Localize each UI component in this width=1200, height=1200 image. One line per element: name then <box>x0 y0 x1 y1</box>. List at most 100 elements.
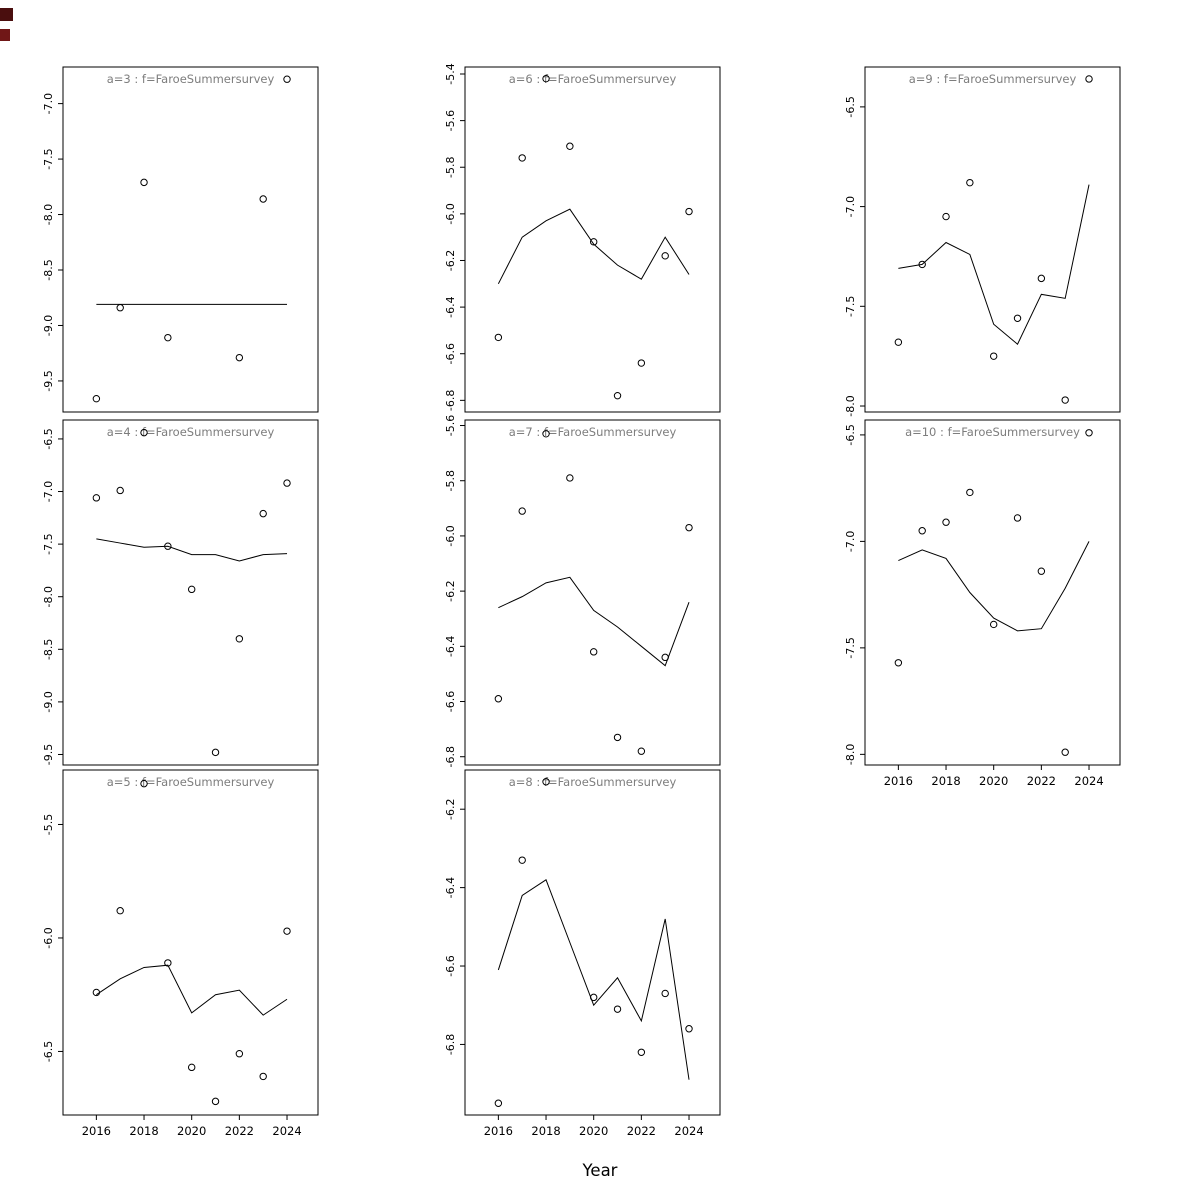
data-point <box>518 856 526 864</box>
data-point <box>164 542 172 550</box>
x-tick-label: 2020 <box>177 1124 206 1138</box>
data-point <box>211 1097 220 1106</box>
data-point <box>661 252 669 260</box>
data-point <box>92 394 101 403</box>
y-tick-label: -6.5 <box>42 1041 55 1062</box>
x-tick-label: 2022 <box>1027 774 1056 788</box>
y-tick-label: -5.6 <box>444 415 457 436</box>
data-point <box>613 733 622 742</box>
data-point <box>637 359 646 367</box>
data-point <box>685 1025 693 1033</box>
fit-line <box>96 964 288 1016</box>
data-point <box>637 1048 646 1056</box>
data-point <box>140 428 148 437</box>
y-tick-label: -6.8 <box>444 390 457 411</box>
x-tick-label: 2022 <box>627 1124 656 1138</box>
y-tick-label: -8.0 <box>844 395 857 416</box>
data-point <box>566 142 574 150</box>
y-tick-label: -6.0 <box>444 525 457 546</box>
data-point <box>283 479 291 487</box>
y-tick-label: -7.0 <box>844 196 857 217</box>
y-tick-label: -9.0 <box>42 691 55 712</box>
data-point <box>235 353 244 362</box>
panel-title: a=8 : f=FaroeSummersurvey <box>509 775 677 789</box>
data-point <box>518 507 526 515</box>
y-tick-label: -8.0 <box>42 586 55 607</box>
data-point <box>259 509 267 518</box>
data-point <box>542 778 550 786</box>
data-point <box>140 779 148 788</box>
panel-title: a=6 : f=FaroeSummersurvey <box>509 72 677 86</box>
y-tick-label: -6.2 <box>444 798 457 819</box>
data-point <box>494 333 503 342</box>
fit-line <box>497 879 690 1080</box>
x-tick-label: 2020 <box>979 774 1008 788</box>
y-tick-label: -6.6 <box>444 343 457 364</box>
panel-title: a=9 : f=FaroeSummersurvey <box>909 72 1077 86</box>
y-tick-label: -5.8 <box>444 470 457 491</box>
data-point <box>966 488 974 497</box>
panel-a3: a=3 : f=FaroeSummersurvey -7.0 -7.5 -8.0 -8.… <box>42 66 319 413</box>
data-point <box>589 238 598 246</box>
y-tick-label: -6.4 <box>444 877 457 898</box>
y-tick-label: -6.2 <box>444 580 457 601</box>
data-point <box>235 1050 244 1058</box>
panel-a8: a=8 : f=FaroeSummersurvey -6.2 -6.4 -6.6 -6.… <box>444 769 721 1138</box>
fit-line <box>898 184 1090 345</box>
data-point <box>966 178 974 187</box>
y-tick-label: -8.0 <box>42 204 55 225</box>
fit-line <box>898 541 1090 632</box>
data-point <box>685 523 693 532</box>
data-point <box>589 993 598 1002</box>
y-tick-label: -8.5 <box>42 259 55 280</box>
x-tick-label: 2020 <box>579 1124 608 1138</box>
y-tick-label: -9.0 <box>42 315 55 336</box>
panel-title: a=7 : f=FaroeSummersurvey <box>509 425 677 439</box>
y-tick-label: -6.8 <box>444 746 457 767</box>
panel-border <box>62 66 319 413</box>
data-point <box>494 695 503 703</box>
panel-title: a=5 : f=FaroeSummersurvey <box>107 775 275 789</box>
data-point <box>164 959 172 967</box>
panel-a6: a=6 : f=FaroeSummersurvey -5.4 -5.6 -5.8 -6.… <box>444 63 721 413</box>
data-point <box>566 474 574 482</box>
y-tick-label: -7.5 <box>844 296 857 317</box>
data-point <box>942 518 950 526</box>
x-tick-label: 2024 <box>674 1124 703 1138</box>
data-point <box>518 154 526 162</box>
data-point <box>637 747 646 755</box>
data-point <box>918 260 926 269</box>
artifact-square-bottom <box>0 29 10 41</box>
y-tick-label: -7.5 <box>42 533 55 554</box>
panel-a9: a=9 : f=FaroeSummersurvey -6.5 -7.0 -7.5 -8.… <box>844 66 1121 417</box>
y-tick-label: -6.5 <box>42 428 55 449</box>
x-tick-label: 2022 <box>225 1124 254 1138</box>
panel-border <box>464 769 721 1116</box>
panel-a7: a=7 : f=FaroeSummersurvey -5.6 -5.8 -6.0 -6.… <box>444 415 721 767</box>
data-point <box>259 195 267 203</box>
data-point <box>1037 567 1046 575</box>
y-tick-label: -7.0 <box>42 93 55 114</box>
panel-border <box>62 419 319 766</box>
data-point <box>1061 396 1069 404</box>
x-tick-label: 2016 <box>484 1124 513 1138</box>
data-point <box>164 333 172 342</box>
y-tick-label: -6.4 <box>444 296 457 317</box>
y-tick-label: -6.6 <box>444 691 457 712</box>
y-tick-label: -6.0 <box>444 203 457 224</box>
data-point <box>894 659 903 667</box>
data-point <box>894 338 903 346</box>
data-point <box>187 585 196 594</box>
y-tick-label: -5.4 <box>444 63 457 84</box>
fit-line <box>96 538 288 562</box>
data-point <box>1085 75 1093 83</box>
x-tick-label: 2016 <box>884 774 913 788</box>
panel-border <box>464 419 721 766</box>
panel-border <box>864 419 1121 766</box>
data-point <box>211 748 220 757</box>
panel-border <box>464 66 721 413</box>
y-tick-label: -5.5 <box>42 814 55 835</box>
x-tick-label: 2018 <box>531 1124 560 1138</box>
data-point <box>494 1099 503 1107</box>
